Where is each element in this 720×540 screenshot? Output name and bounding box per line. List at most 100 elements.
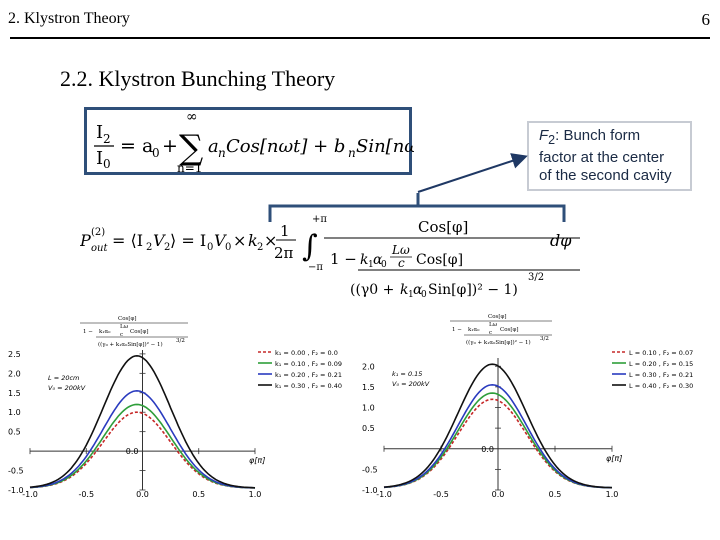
svg-text:k₁α₀: k₁α₀ bbox=[99, 329, 111, 335]
svg-text:c: c bbox=[398, 256, 405, 270]
svg-text:Lω: Lω bbox=[489, 322, 498, 328]
svg-text:P: P bbox=[80, 231, 91, 250]
svg-text:0: 0 bbox=[381, 260, 387, 270]
x-tick-label: 1.0 bbox=[249, 490, 262, 499]
page-number: 6 bbox=[701, 10, 711, 29]
eq-terms: a bbox=[208, 136, 219, 157]
svg-text:∫: ∫ bbox=[302, 229, 318, 264]
svg-text:0: 0 bbox=[225, 242, 231, 253]
eq-sum-lower: n=1 bbox=[177, 161, 202, 175]
svg-text:dφ: dφ bbox=[550, 231, 572, 250]
svg-text:c: c bbox=[489, 330, 492, 336]
svg-text:1 −: 1 − bbox=[452, 327, 462, 333]
legend-label: k₁ = 0.00 , F₂ = 0.0 bbox=[275, 349, 338, 357]
svg-text:= ⟨I: = ⟨I bbox=[112, 231, 143, 250]
y-tick-label: -0.5 bbox=[362, 465, 378, 474]
svg-text:k: k bbox=[360, 252, 368, 268]
svg-text:3/2: 3/2 bbox=[528, 272, 544, 283]
svg-text:((γ0 +: ((γ0 + bbox=[350, 282, 394, 298]
y-tick-label: 1.5 bbox=[8, 389, 21, 398]
y-tick-label: 0.5 bbox=[362, 424, 375, 433]
y-tick-label: 1.0 bbox=[8, 408, 21, 417]
x-tick-label: 0.5 bbox=[192, 490, 205, 499]
svg-text:Cos[φ]: Cos[φ] bbox=[416, 252, 463, 268]
svg-text:V: V bbox=[153, 231, 166, 250]
x-tick-label: 0.0 bbox=[492, 490, 505, 499]
svg-text:2: 2 bbox=[146, 242, 152, 253]
x-tick-label: -0.5 bbox=[78, 490, 94, 499]
y-tick-label: -1.0 bbox=[8, 486, 24, 495]
output-power-equation: P (2) out = ⟨I 2 V 2 ⟩ = I 0 V 0 × k 2 ×… bbox=[80, 214, 580, 300]
plot-annotation: V₀ = 200kV bbox=[48, 384, 86, 392]
svg-text:c: c bbox=[120, 332, 123, 338]
svg-text:Sin[φ])² − 1): Sin[φ])² − 1) bbox=[428, 282, 518, 298]
legend-label: k₁ = 0.20 , F₂ = 0.21 bbox=[275, 371, 342, 379]
svg-text:3/2: 3/2 bbox=[176, 338, 185, 344]
bunching-plots: Cos[φ] 1 − k₁α₀ Lω c Cos[φ] ((γ₀ + k₁α₀Si… bbox=[8, 314, 693, 499]
svg-text:Cos[φ]: Cos[φ] bbox=[488, 314, 507, 320]
y-tick-label: 2.0 bbox=[8, 369, 21, 378]
x-axis-label: φ[π] bbox=[249, 456, 265, 465]
x-tick-label: -1.0 bbox=[22, 490, 38, 499]
svg-text:Cos[φ]: Cos[φ] bbox=[418, 218, 468, 236]
svg-text:−π: −π bbox=[308, 262, 323, 273]
y-tick-label: 1.5 bbox=[362, 383, 375, 392]
legend-label: L = 0.40 , F₂ = 0.30 bbox=[629, 382, 693, 390]
plot-annotation: k₁ = 0.15 bbox=[392, 370, 422, 378]
svg-text:V: V bbox=[214, 231, 227, 250]
series-line bbox=[29, 389, 255, 489]
note-line1: : Bunch form bbox=[555, 127, 641, 144]
legend-label: L = 0.10 , F₂ = 0.07 bbox=[629, 349, 693, 357]
eq-equals: = a bbox=[120, 135, 153, 157]
equation-box bbox=[84, 107, 412, 175]
eq-i0-sub: 0 bbox=[103, 157, 111, 171]
x-axis-label: φ[π] bbox=[606, 454, 622, 463]
svg-text:((γ₀ + k₁α₀Sin[φ])² − 1): ((γ₀ + k₁α₀Sin[φ])² − 1) bbox=[466, 339, 531, 346]
left-plot: -1.0 -0.5 0.0 0.5 1.0 -1.0 -0.5 0.0 0.5 1.0 1.5 2.0… bbox=[8, 349, 342, 499]
svg-text:α: α bbox=[373, 252, 383, 268]
plot-annotation: L = 20cm bbox=[48, 374, 79, 382]
svg-text:n: n bbox=[218, 146, 226, 160]
svg-text:α: α bbox=[413, 282, 423, 298]
note-line2: factor at the center bbox=[539, 149, 665, 166]
svg-text:Cos[nωt] + b: Cos[nωt] + b bbox=[226, 136, 345, 157]
y-tick-label: 1.0 bbox=[362, 404, 375, 413]
svg-text:×: × bbox=[264, 231, 277, 250]
y-tick-label: 0.0 bbox=[126, 447, 139, 456]
svg-text:Cos[φ]: Cos[φ] bbox=[500, 327, 519, 333]
series-line bbox=[383, 383, 612, 489]
note-symbol: F bbox=[539, 127, 549, 144]
y-tick-label: -1.0 bbox=[362, 486, 378, 495]
svg-text:⟩ = I: ⟩ = I bbox=[170, 231, 206, 250]
eq-a0-sub: 0 bbox=[152, 146, 160, 160]
svg-text:out: out bbox=[91, 243, 108, 254]
legend-label: k₁ = 0.30 , F₂ = 0.40 bbox=[275, 382, 342, 390]
svg-text:2: 2 bbox=[257, 242, 263, 253]
y-tick-label: 2.0 bbox=[362, 362, 375, 371]
svg-text:+π: +π bbox=[312, 214, 327, 225]
svg-text:Sin[nωt]: Sin[nωt] bbox=[356, 136, 414, 157]
left-plot-formula: Cos[φ] 1 − k₁α₀ Lω c Cos[φ] ((γ₀ + k₁α₀Si… bbox=[80, 316, 188, 348]
svg-text:2: 2 bbox=[164, 242, 170, 253]
svg-text:k₁α₀: k₁α₀ bbox=[468, 327, 480, 333]
svg-text:2π: 2π bbox=[274, 244, 294, 262]
x-tick-label: -1.0 bbox=[376, 490, 392, 499]
svg-text:0: 0 bbox=[421, 290, 427, 300]
eq-i2: I bbox=[96, 122, 103, 143]
x-tick-label: 1.0 bbox=[606, 490, 619, 499]
svg-text:((γ₀ + k₁α₀Sin[φ])² − 1): ((γ₀ + k₁α₀Sin[φ])² − 1) bbox=[98, 341, 163, 348]
section-title: 2.2. Klystron Bunching Theory bbox=[60, 66, 336, 91]
legend-label: k₁ = 0.10 , F₂ = 0.09 bbox=[275, 360, 342, 368]
eq-sum-upper: ∞ bbox=[186, 109, 198, 125]
svg-text:Lω: Lω bbox=[391, 243, 410, 257]
svg-text:Cos[φ]: Cos[φ] bbox=[118, 316, 137, 322]
x-tick-label: -0.5 bbox=[433, 490, 449, 499]
y-tick-label: 0.0 bbox=[481, 445, 494, 454]
svg-text:k: k bbox=[248, 231, 258, 250]
eq-sum-sign: ∑ bbox=[179, 128, 203, 168]
y-tick-label: -0.5 bbox=[8, 467, 24, 476]
svg-text:Lω: Lω bbox=[120, 324, 129, 330]
svg-text:0: 0 bbox=[207, 242, 213, 253]
series-line bbox=[29, 354, 256, 489]
